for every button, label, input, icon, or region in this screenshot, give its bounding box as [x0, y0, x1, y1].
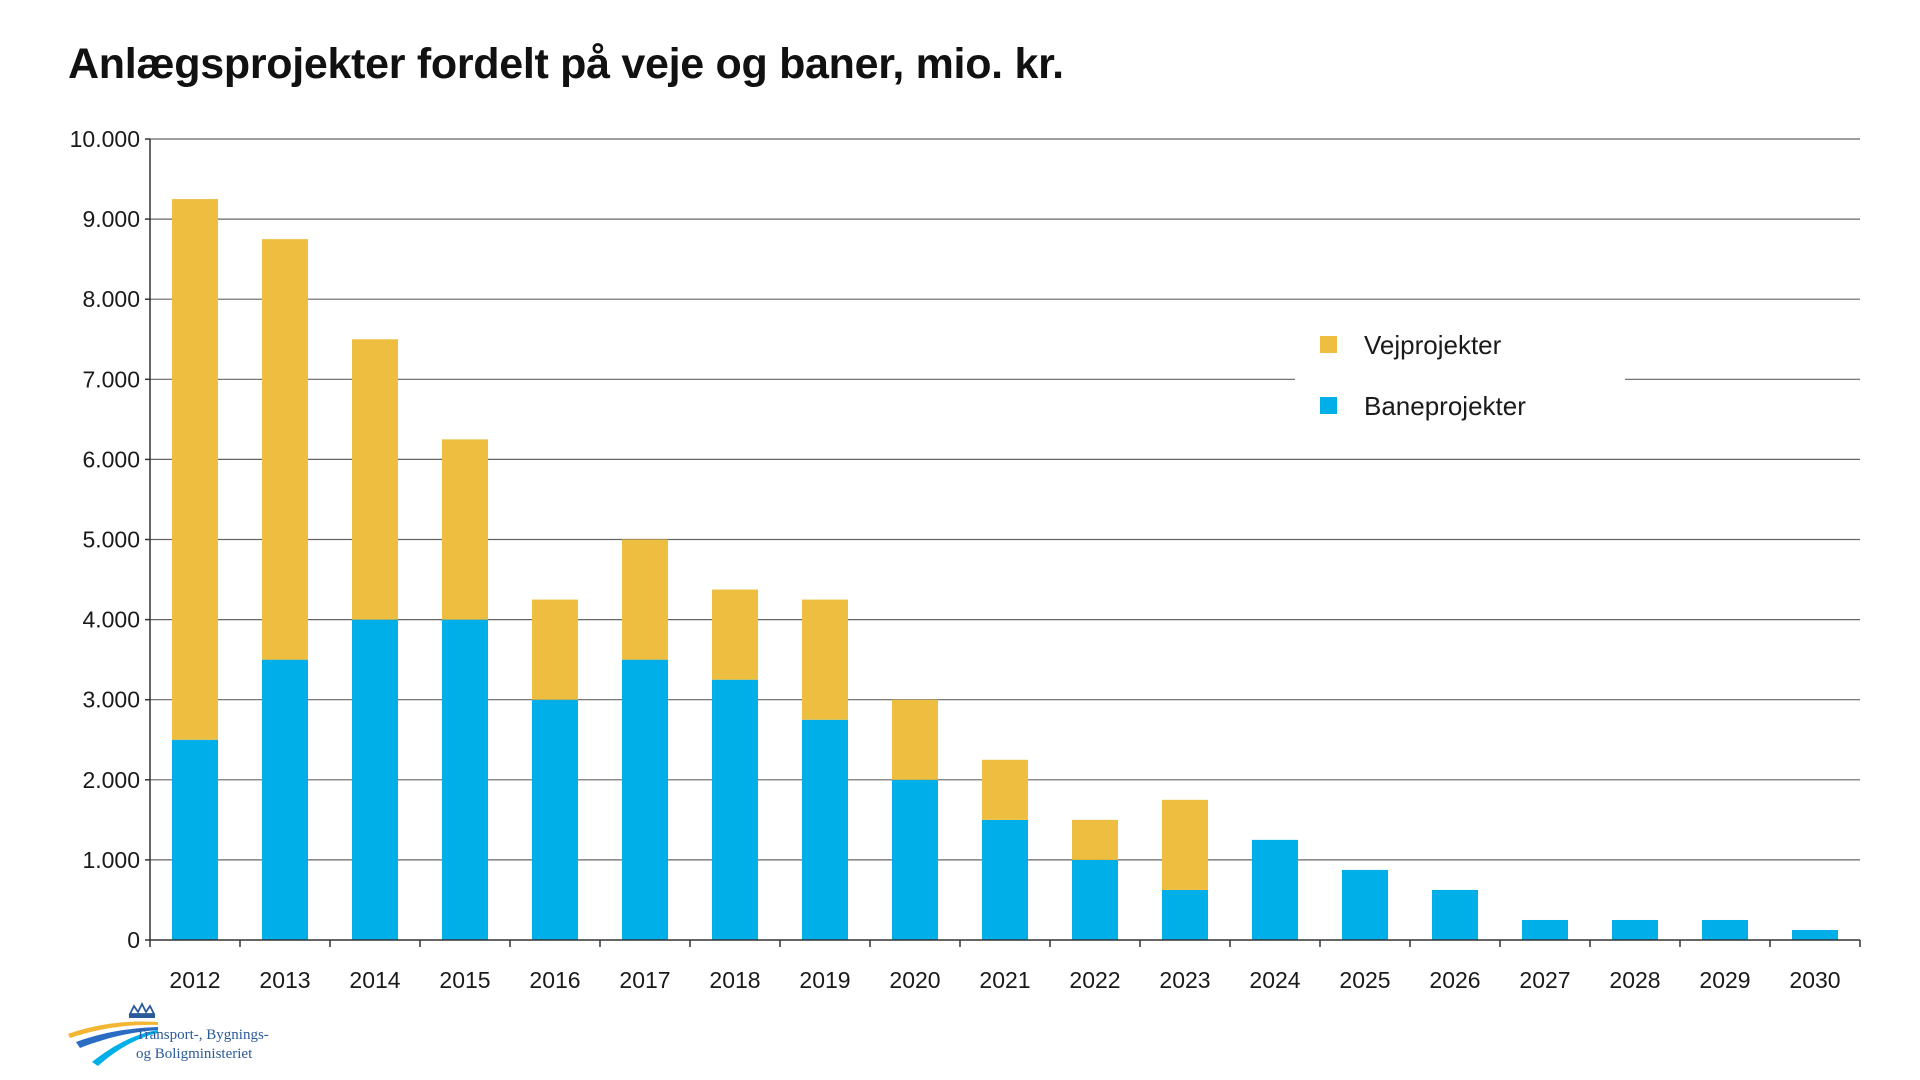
x-tick-label: 2021: [979, 967, 1030, 993]
bar-vejprojekter-2014: [352, 339, 398, 620]
crown-icon: [128, 1002, 156, 1018]
legend-label-vejprojekter: Vejprojekter: [1364, 330, 1502, 360]
bar-baneprojekter-2027: [1522, 919, 1568, 940]
y-tick-label: 10.000: [70, 126, 140, 152]
y-tick-label: 8.000: [82, 286, 140, 312]
stacked-bar-chart: 0 1.000 2.000 3.000 4.000 5.000 6.000 7.000 8.00…: [70, 126, 1861, 993]
x-tick-label: 2014: [349, 967, 400, 993]
x-tick-label: 2017: [619, 967, 670, 993]
bar-baneprojekter-2026: [1432, 889, 1478, 940]
x-tick-label: 2015: [439, 967, 490, 993]
x-tick-label: 2029: [1699, 967, 1750, 993]
legend: Vejprojekter Baneprojekter: [1295, 318, 1625, 436]
bar-vejprojekter-2016: [532, 599, 578, 700]
x-tick-label: 2030: [1789, 967, 1840, 993]
bar-baneprojekter-2020: [892, 779, 938, 940]
y-axis-tick-labels: 0 1.000 2.000 3.000 4.000 5.000 6.000 7.000 8.00…: [70, 126, 140, 953]
bar-baneprojekter-2022: [1072, 859, 1118, 940]
y-tick-label: 9.000: [82, 206, 140, 232]
legend-label-baneprojekter: Baneprojekter: [1364, 391, 1526, 421]
bar-vejprojekter-2018: [712, 589, 758, 680]
gridlines: [150, 138, 1860, 861]
bar-baneprojekter-2030: [1792, 929, 1838, 940]
bar-vejprojekter-2022: [1072, 819, 1118, 860]
bar-baneprojekter-2015: [442, 619, 488, 940]
bar-vejprojekter-2021: [982, 759, 1028, 820]
ministry-logo-text: Transport-, Bygnings- og Boligministerie…: [136, 1026, 269, 1064]
y-tick-label: 2.000: [82, 767, 140, 793]
ministry-logo-icon: [68, 1002, 158, 1066]
bar-vejprojekter-2017: [622, 539, 668, 660]
bar-baneprojekter-2023: [1162, 889, 1208, 940]
y-tick-label: 0: [127, 927, 140, 953]
bar-baneprojekter-2019: [802, 719, 848, 940]
x-tick-label: 2012: [169, 967, 220, 993]
bar-baneprojekter-2025: [1342, 869, 1388, 940]
y-tick-label: 5.000: [82, 527, 140, 553]
bar-baneprojekter-2029: [1702, 919, 1748, 940]
legend-swatch-vejprojekter: [1320, 336, 1337, 353]
bar-baneprojekter-2018: [712, 679, 758, 940]
bar-vejprojekter-2012: [172, 199, 218, 740]
bars: [172, 199, 1838, 940]
bar-vejprojekter-2020: [892, 699, 938, 780]
y-tick-label: 6.000: [82, 446, 140, 472]
y-tick-label: 3.000: [82, 687, 140, 713]
bar-baneprojekter-2013: [262, 659, 308, 940]
bar-vejprojekter-2013: [262, 239, 308, 660]
x-tick-label: 2013: [259, 967, 310, 993]
chart-title: Anlægsprojekter fordelt på veje og baner…: [68, 40, 1064, 88]
y-tick-label: 7.000: [82, 366, 140, 392]
x-tick-label: 2016: [529, 967, 580, 993]
x-tick-label: 2023: [1159, 967, 1210, 993]
y-tick-label: 1.000: [82, 847, 140, 873]
logo-line-1: Transport-, Bygnings-: [136, 1027, 269, 1043]
x-axis-tick-labels: 2012 2013 2014 2015 2016 2017 2018 2019 2020 2021…: [169, 967, 1840, 993]
x-tick-label: 2024: [1249, 967, 1300, 993]
bar-baneprojekter-2012: [172, 739, 218, 940]
x-tick-label: 2025: [1339, 967, 1390, 993]
bar-baneprojekter-2024: [1252, 839, 1298, 940]
bar-vejprojekter-2019: [802, 599, 848, 720]
x-tick-label: 2028: [1609, 967, 1660, 993]
bar-baneprojekter-2014: [352, 619, 398, 940]
legend-background: [1295, 318, 1625, 436]
bar-baneprojekter-2028: [1612, 919, 1658, 940]
x-tick-label: 2019: [799, 967, 850, 993]
bar-vejprojekter-2023: [1162, 799, 1208, 890]
x-tick-label: 2027: [1519, 967, 1570, 993]
x-tick-label: 2018: [709, 967, 760, 993]
logo-line-2: og Boligministeriet: [136, 1046, 253, 1062]
y-tick-label: 4.000: [82, 607, 140, 633]
bar-baneprojekter-2021: [982, 819, 1028, 940]
axes: [145, 138, 1861, 947]
bar-baneprojekter-2017: [622, 659, 668, 940]
x-tick-label: 2022: [1069, 967, 1120, 993]
legend-swatch-baneprojekter: [1320, 397, 1337, 414]
bar-vejprojekter-2015: [442, 439, 488, 620]
bar-baneprojekter-2016: [532, 699, 578, 940]
x-tick-label: 2026: [1429, 967, 1480, 993]
x-tick-label: 2020: [889, 967, 940, 993]
